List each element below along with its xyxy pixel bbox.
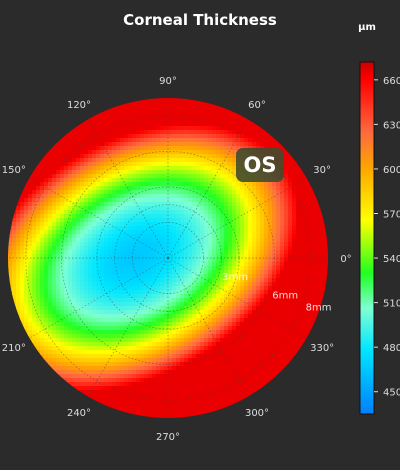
- colorbar-tick-label: 450: [383, 388, 400, 399]
- angle-tick-label: 90°: [159, 76, 177, 87]
- angle-tick-label: 240°: [67, 408, 91, 419]
- colorbar-tick-label: 630: [383, 120, 400, 131]
- eye-side-badge: OS: [236, 148, 284, 182]
- radial-tick-label: 8mm: [306, 303, 332, 314]
- angle-tick-label: 270°: [156, 432, 180, 443]
- radial-tick-label: 6mm: [272, 290, 298, 301]
- angle-tick-label: 210°: [2, 343, 26, 354]
- colorbar-tick-label: 540: [383, 254, 400, 265]
- colorbar-gradient: [360, 62, 374, 414]
- colorbar-tick-label: 480: [383, 343, 400, 354]
- radial-tick-label: 3mm: [222, 272, 248, 283]
- colorbar-tick-label: 510: [383, 299, 400, 310]
- colorbar-tick-label: 570: [383, 209, 400, 220]
- angle-tick-label: 60°: [248, 100, 266, 111]
- colorbar-tick-label: 600: [383, 165, 400, 176]
- colorbar: 450 480 510 540 570 600 630 660: [360, 62, 400, 414]
- angle-tick-label: 150°: [2, 165, 26, 176]
- angle-tick-label: 330°: [310, 343, 334, 354]
- colorbar-tick-label: 660: [383, 76, 400, 87]
- angle-tick-label: 120°: [67, 100, 91, 111]
- angle-tick-label: 300°: [245, 408, 269, 419]
- angle-tick-label: 30°: [313, 165, 331, 176]
- angle-tick-label: 0°: [340, 254, 351, 265]
